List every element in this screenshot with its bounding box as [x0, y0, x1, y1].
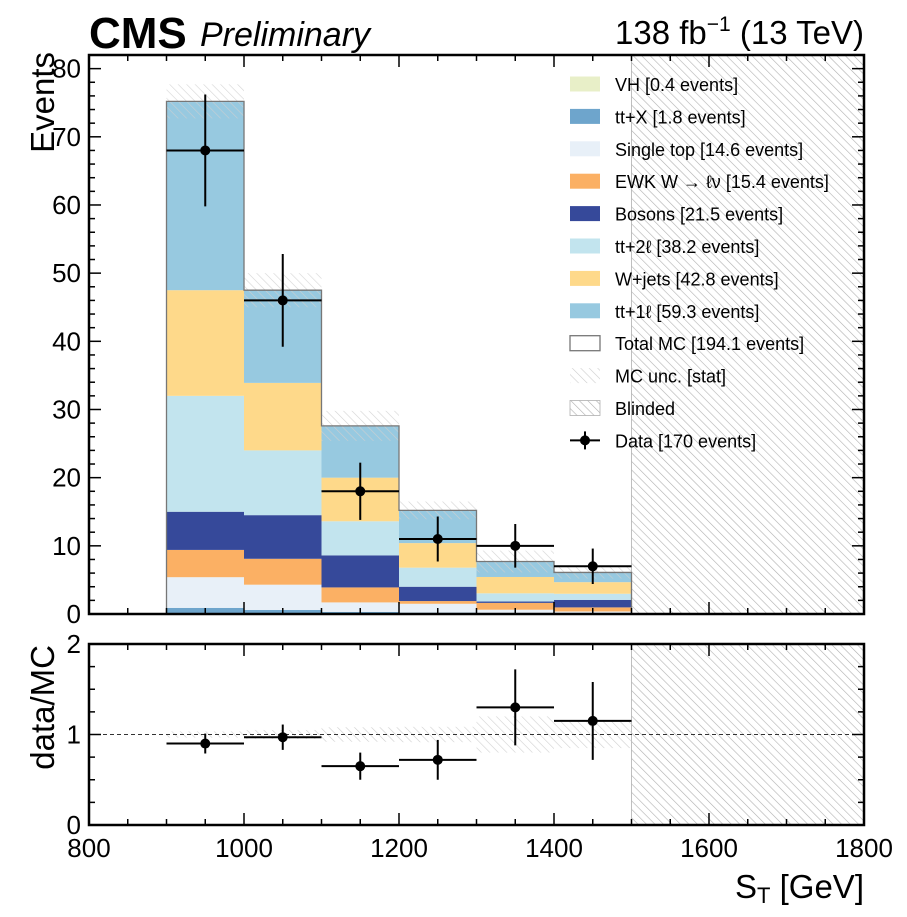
- ratio-y-tick-label-2: 2: [67, 629, 81, 659]
- ratio-y-tick-label-1: 1: [67, 720, 81, 750]
- bar-5-bin-4: [476, 593, 554, 602]
- total-mc-step: [165, 100, 633, 614]
- legend-swatch-9: [570, 368, 600, 384]
- y-tick-label-1: 10: [52, 531, 81, 561]
- x-tick-label-1: 1000: [215, 833, 273, 863]
- blinded-region: [631, 54, 865, 615]
- legend-label-2: Single top [14.6 events]: [615, 140, 803, 160]
- data-points: [166, 94, 632, 585]
- x-tick-label-2: 1200: [370, 833, 428, 863]
- legend-swatch-5: [570, 238, 600, 254]
- legend-label-10: Blinded: [615, 399, 675, 419]
- data-point-5: [587, 561, 598, 572]
- ratio-unc-bin-3: [399, 726, 477, 743]
- x-tick-label-0: 800: [67, 833, 110, 863]
- bar-2-bin-2: [321, 602, 399, 612]
- legend-swatch-1: [570, 108, 600, 124]
- bar-6-bin-1: [244, 382, 322, 451]
- ratio-point-0: [200, 738, 211, 749]
- y-tick-label-8: 80: [52, 54, 81, 84]
- legend-label-5: tt+2ℓ [38.2 events]: [615, 237, 759, 257]
- legend-swatch-2: [570, 141, 600, 157]
- bar-5-bin-2: [321, 521, 399, 556]
- bar-2-bin-0: [166, 577, 244, 608]
- ratio-y-axis-title: data/MC: [24, 645, 61, 770]
- ratio-point-2: [355, 761, 366, 772]
- data-point-2: [355, 486, 366, 497]
- ratio-y-tick-label-0: 0: [67, 810, 81, 840]
- x-axis-title: ST [GeV]: [735, 868, 864, 908]
- bar-2-bin-1: [244, 584, 322, 610]
- ratio-point-5: [587, 715, 598, 726]
- legend-swatch-3: [570, 173, 600, 189]
- main-blinded-region: [631, 54, 865, 615]
- x-tick-label-4: 1600: [680, 833, 738, 863]
- ratio-point-3: [432, 754, 443, 765]
- legend-label-7: tt+1ℓ [59.3 events]: [615, 302, 759, 322]
- ratio-axes: 800 1000 1200 1400 1600 1800 0 1 2: [67, 629, 893, 863]
- bar-6-bin-5: [554, 582, 632, 594]
- x-tick-label-5: 1800: [835, 833, 893, 863]
- legend-swatch-10: [569, 400, 601, 416]
- bar-3-bin-1: [244, 558, 322, 585]
- bar-3-bin-2: [321, 587, 399, 603]
- legend-label-3: EWK W → ℓν [15.4 events]: [615, 172, 829, 192]
- legend-label-4: Bosons [21.5 events]: [615, 205, 783, 225]
- data-point-1: [277, 295, 288, 306]
- bar-4-bin-1: [244, 515, 322, 559]
- legend-swatch-7: [570, 303, 600, 319]
- experiment-label: CMS: [89, 9, 187, 58]
- bar-3-bin-4: [476, 602, 554, 610]
- y-tick-label-6: 60: [52, 190, 81, 220]
- y-tick-label-3: 30: [52, 394, 81, 424]
- y-tick-label-2: 20: [52, 463, 81, 493]
- legend-swatch-8: [569, 335, 601, 352]
- bar-5-bin-1: [244, 450, 322, 516]
- ratio-unc-bin-2: [321, 727, 399, 742]
- data-point-3: [432, 534, 443, 545]
- x-tick-label-3: 1400: [525, 833, 583, 863]
- legend-swatch-0: [570, 76, 600, 92]
- bar-5-bin-0: [166, 395, 244, 512]
- bar-3-bin-3: [399, 601, 477, 604]
- legend-label-11: Data [170 events]: [615, 431, 756, 451]
- stacked-bars: [166, 102, 632, 614]
- total-mc-outline: [165, 100, 633, 614]
- bar-4-bin-4: [476, 601, 554, 603]
- y-tick-label-5: 50: [52, 258, 81, 288]
- bar-5-bin-5: [554, 593, 632, 600]
- y-axis-title: Events: [24, 52, 61, 153]
- legend-swatch-6: [570, 270, 600, 286]
- bar-4-bin-3: [399, 586, 477, 602]
- y-tick-label-0: 0: [67, 599, 81, 629]
- legend-label-9: MC unc. [stat]: [615, 367, 726, 387]
- legend-label-8: Total MC [194.1 events]: [615, 334, 804, 354]
- legend-label-6: W+jets [42.8 events]: [615, 269, 779, 289]
- ratio-points: [166, 669, 632, 780]
- y-tick-label-4: 40: [52, 326, 81, 356]
- y-tick-label-7: 70: [52, 122, 81, 152]
- bar-3-bin-0: [166, 549, 244, 578]
- ratio-point-4: [510, 702, 521, 713]
- legend-label-0: VH [0.4 events]: [615, 75, 738, 95]
- data-point-0: [200, 145, 211, 156]
- legend: VH [0.4 events] tt+X [1.8 events] Single t…: [569, 75, 829, 451]
- main-axes: 0 10 20 30 40 50 60 70 80: [52, 54, 866, 629]
- legend-swatch-4: [570, 206, 600, 222]
- bar-4-bin-2: [321, 555, 399, 588]
- lumi-label: 138 fb−1 (13 TeV): [615, 13, 864, 51]
- bar-6-bin-4: [476, 576, 554, 594]
- status-label: Preliminary: [200, 16, 372, 54]
- legend-label-1: tt+X [1.8 events]: [615, 107, 746, 127]
- bar-6-bin-0: [166, 290, 244, 396]
- data-point-4: [510, 540, 521, 551]
- bar-4-bin-5: [554, 599, 632, 608]
- bar-4-bin-0: [166, 511, 244, 550]
- legend-data-marker: [580, 435, 590, 446]
- ratio-point-1: [277, 732, 288, 743]
- bar-5-bin-3: [399, 567, 477, 587]
